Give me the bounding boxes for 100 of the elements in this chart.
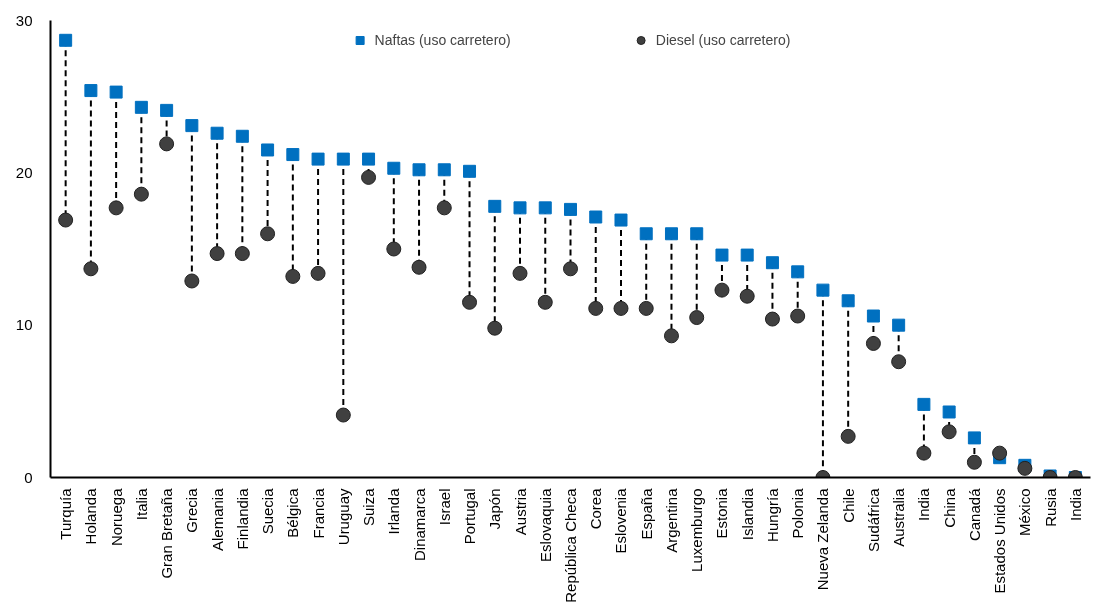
point [84, 84, 98, 98]
x-tick-label: Holanda [82, 487, 100, 545]
point [487, 320, 503, 336]
x-tick-label: Hungría [763, 487, 781, 542]
point [614, 213, 628, 227]
point [59, 33, 73, 47]
x-tick-label: Chile [839, 488, 857, 523]
x-tick-label: Uruguay [334, 488, 352, 546]
point [260, 226, 276, 242]
x-tick-label: Noruega [107, 487, 125, 547]
point [790, 308, 806, 324]
x-tick-label: Suiza [360, 487, 378, 527]
point [967, 431, 981, 445]
point [764, 311, 780, 327]
point [740, 248, 754, 262]
point [892, 318, 906, 332]
x-tick-label: China [940, 487, 958, 528]
x-tick-label: México [1016, 488, 1034, 537]
x-tick-label: Irlanda [385, 487, 403, 535]
point [1017, 460, 1033, 476]
point [488, 199, 502, 213]
y-tick-label: 30 [15, 11, 33, 29]
point [160, 103, 174, 117]
point [335, 407, 351, 423]
point [865, 335, 881, 351]
point [589, 210, 603, 224]
point [663, 328, 679, 344]
point [387, 161, 401, 175]
point [715, 248, 729, 262]
point [891, 354, 907, 370]
point [185, 119, 199, 133]
point [58, 212, 74, 228]
x-tick-label: España [637, 487, 655, 540]
point [866, 309, 880, 323]
point [235, 129, 249, 143]
x-tick-label: Bélgica [284, 487, 302, 538]
point [261, 143, 275, 157]
x-tick-label: República Checa [562, 487, 579, 603]
point [108, 200, 124, 216]
x-tick-label: Gran Bretaña [158, 487, 176, 579]
x-tick-label: Italia [132, 487, 150, 521]
x-tick-label: Finlandia [233, 487, 251, 550]
point [538, 201, 552, 215]
point [816, 283, 830, 297]
point [639, 227, 653, 241]
x-tick-label: Turquía [57, 487, 75, 540]
point [689, 310, 705, 326]
x-tick-label: Islandia [738, 487, 756, 541]
point [765, 256, 779, 270]
point [588, 300, 604, 316]
point [992, 445, 1008, 461]
point [613, 300, 629, 316]
point [512, 265, 528, 281]
point [411, 259, 427, 275]
y-tick-label: 0 [24, 468, 33, 486]
x-tick-label: Dinamarca [410, 487, 428, 562]
point [412, 163, 426, 177]
point [210, 126, 224, 140]
x-tick-label: Sudáfrica [864, 487, 882, 552]
point [916, 445, 932, 461]
point [941, 424, 957, 440]
point [840, 428, 856, 444]
y-tick-label: 10 [15, 316, 33, 334]
x-tick-label: Suecia [259, 487, 277, 535]
point [286, 148, 300, 162]
point [361, 169, 377, 185]
y-tick-label: 20 [15, 163, 33, 181]
point [537, 294, 553, 310]
point [285, 268, 301, 284]
point [966, 454, 982, 470]
point [739, 288, 755, 304]
point [463, 164, 477, 178]
x-tick-label: Rusia [1041, 487, 1059, 527]
x-tick-label: Grecia [183, 487, 201, 533]
point [664, 227, 678, 241]
point [311, 152, 325, 166]
legend-label: Naftas (uso carretero) [374, 32, 511, 48]
point [310, 265, 326, 281]
x-tick-label: Estonia [713, 487, 731, 539]
x-tick-label: Corea [587, 487, 605, 530]
x-tick-label: Canadá [965, 487, 983, 542]
x-tick-label: Polonia [789, 487, 807, 539]
x-tick-label: Australia [890, 487, 908, 547]
x-tick-label: Eslovaquia [536, 487, 554, 562]
x-tick-label: Eslovenia [612, 487, 630, 554]
point [690, 227, 704, 241]
point [234, 246, 250, 262]
point [184, 273, 200, 289]
x-tick-label: India [1066, 487, 1084, 522]
point [638, 300, 654, 316]
x-tick-label: Israel [435, 488, 453, 526]
point [564, 202, 577, 216]
point [134, 100, 148, 114]
point [563, 261, 578, 277]
point [209, 246, 225, 262]
x-tick-label: Portugal [461, 488, 479, 545]
point [436, 200, 452, 216]
point [109, 85, 123, 99]
point [942, 405, 956, 419]
point [336, 152, 350, 166]
